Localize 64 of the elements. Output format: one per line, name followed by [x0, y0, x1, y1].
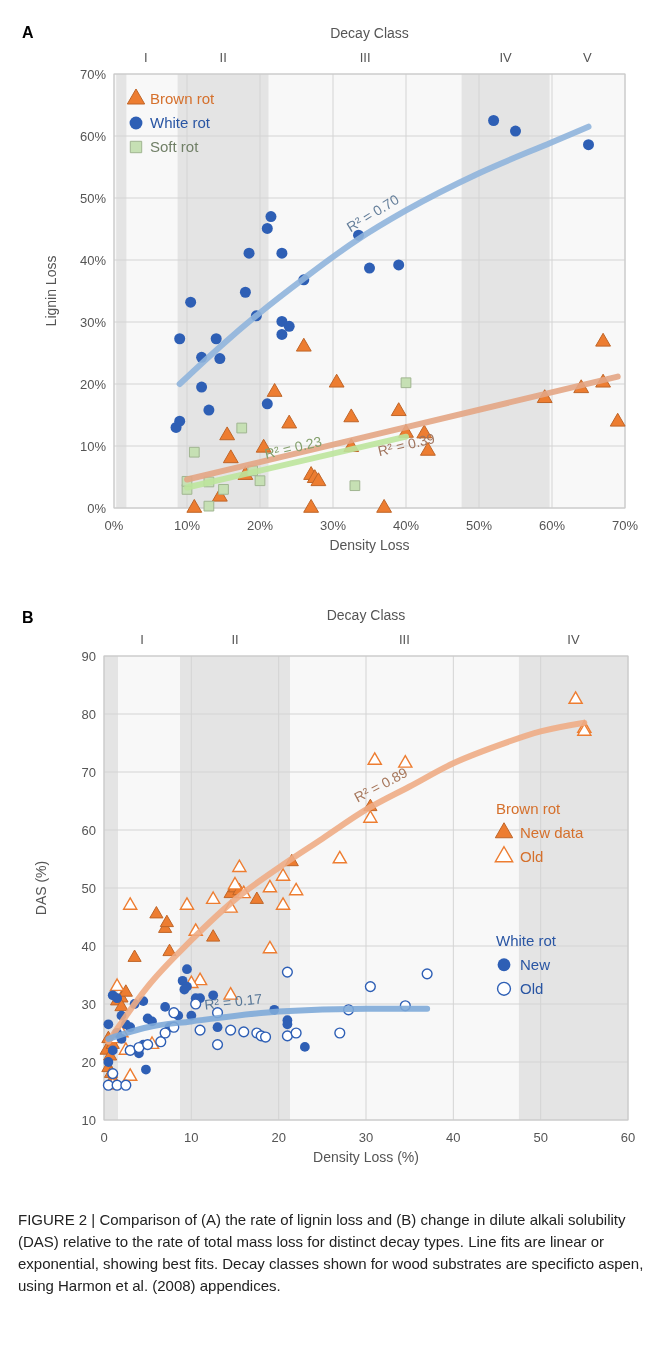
- x-axis-title: Density Loss (%): [313, 1149, 419, 1165]
- x-tick-label: 20: [271, 1130, 286, 1145]
- band-label: III: [399, 632, 410, 647]
- annotation: R² = 0.39: [376, 429, 437, 460]
- band-label: IV: [567, 632, 580, 647]
- y-tick-label: 70: [81, 765, 96, 780]
- band-label: II: [231, 632, 239, 647]
- y-tick-label: 30%: [79, 315, 107, 330]
- band-label: V: [583, 50, 593, 65]
- x-tick-label: 40: [446, 1130, 461, 1145]
- annotation: R² = 0.23: [263, 433, 324, 462]
- chart-title: A: [22, 24, 34, 41]
- x-tick-label: 40%: [392, 518, 420, 533]
- x-tick-label: 20%: [246, 518, 274, 533]
- y-tick-label: 20: [81, 1055, 96, 1070]
- annotation: R² = 0.17: [203, 990, 264, 1013]
- legend-label: New data: [520, 823, 585, 841]
- y-tick-label: 40: [81, 939, 96, 954]
- legend-label: New: [520, 955, 551, 973]
- band-label: II: [219, 50, 227, 65]
- text: Brown rot: [496, 799, 561, 817]
- x-tick-label: 30: [358, 1130, 374, 1145]
- text: White rot: [496, 931, 557, 949]
- x-tick-label: 0%: [104, 518, 124, 533]
- y-tick-label: 0%: [87, 501, 107, 516]
- x-tick-label: 0: [100, 1130, 108, 1145]
- y-tick-label: 50: [81, 881, 96, 896]
- x-tick-label: 60%: [538, 518, 566, 533]
- x-tick-label: 70%: [611, 518, 639, 533]
- y-tick-label: 20%: [79, 377, 107, 392]
- x-tick-label: 50%: [465, 518, 493, 533]
- annotation: R² = 0.89: [351, 764, 411, 806]
- y-tick-label: 10: [81, 1113, 96, 1128]
- band-label: III: [359, 50, 371, 65]
- x-tick-label: 60: [620, 1130, 636, 1145]
- band-label: I: [143, 50, 148, 65]
- y-tick-label: 30: [81, 997, 96, 1012]
- band-label: IV: [499, 50, 513, 65]
- y-tick-label: 60%: [79, 129, 107, 144]
- legend-label: Soft rot: [150, 138, 200, 155]
- band-label: I: [140, 632, 144, 647]
- annotation: R² = 0.70: [343, 191, 402, 235]
- y-tick-label: 10%: [79, 439, 107, 454]
- x-tick-label: 30%: [319, 518, 347, 533]
- y-tick-label: 50%: [79, 191, 107, 206]
- legend-label: White rot: [150, 114, 211, 131]
- legend-label: Old: [520, 979, 544, 997]
- chart-subtitle: Decay Class: [330, 25, 409, 41]
- caption: FIGURE 2 | Comparison of (A) the rate of lignin loss and (B) change in dilute alkali solubility (DAS) relative to the rate of total mass loss for distinct decay types. Line fits are linear or exponential, showing best fits. Decay classes shown for wood substrates are specificto aspen, using Harmon et al. (2008) appendices.: [18, 1211, 644, 1294]
- y-tick-label: 70%: [79, 67, 107, 82]
- x-axis-title: Density Loss: [329, 537, 410, 553]
- y-axis-title: DAS (%): [33, 860, 49, 916]
- y-axis-title: Lignin Loss: [43, 255, 59, 327]
- y-tick-label: 80: [81, 707, 96, 722]
- x-tick-label: 10%: [173, 518, 201, 533]
- y-tick-label: 40%: [79, 253, 107, 268]
- legend-label: Old: [520, 847, 544, 865]
- chart-title: B: [22, 609, 34, 626]
- y-tick-label: 60: [81, 823, 96, 838]
- chart-subtitle: Decay Class: [326, 607, 406, 623]
- legend-label: Brown rot: [150, 90, 216, 107]
- x-tick-label: 10: [184, 1130, 199, 1145]
- x-tick-label: 50: [533, 1130, 548, 1145]
- y-tick-label: 90: [81, 649, 96, 664]
